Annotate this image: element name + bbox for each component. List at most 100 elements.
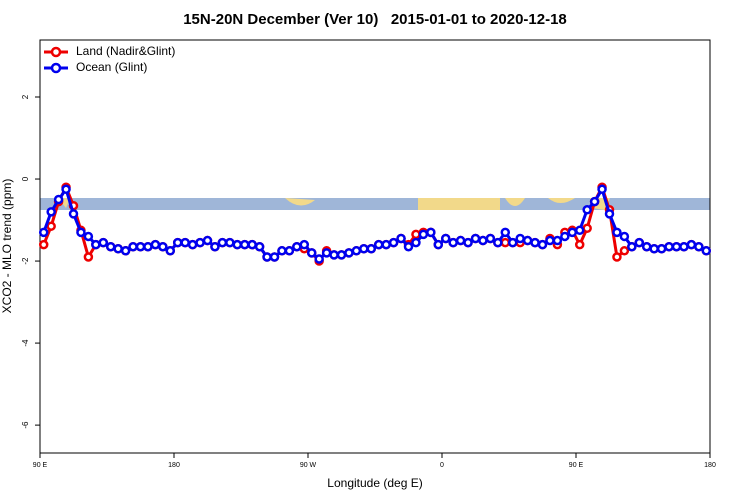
- point: [448, 237, 458, 248]
- point: [403, 241, 414, 252]
- point: [113, 244, 123, 254]
- y-tick-label: 0: [21, 176, 30, 181]
- point: [83, 231, 94, 242]
- point: [373, 239, 384, 250]
- point: [627, 241, 637, 252]
- point: [470, 233, 481, 244]
- point: [68, 209, 79, 219]
- point: [321, 248, 332, 258]
- point: [366, 244, 377, 254]
- point: [351, 246, 362, 256]
- point: [381, 239, 391, 250]
- y-tick-label: -6: [21, 421, 30, 429]
- point: [172, 237, 183, 248]
- point: [679, 241, 689, 252]
- point: [619, 246, 630, 256]
- point: [686, 239, 697, 250]
- point: [604, 209, 615, 219]
- point: [619, 231, 630, 242]
- point: [76, 227, 86, 238]
- point: [105, 241, 116, 252]
- point: [537, 239, 548, 250]
- point: [232, 239, 243, 250]
- point: [567, 227, 578, 238]
- point: [545, 235, 555, 246]
- point: [694, 241, 704, 252]
- point: [306, 248, 317, 258]
- point: [299, 239, 310, 250]
- point: [187, 239, 198, 250]
- point: [664, 241, 674, 252]
- point: [46, 207, 56, 217]
- point: [426, 227, 436, 238]
- point: [195, 237, 205, 248]
- y-tick-label: -2: [21, 257, 30, 265]
- point: [612, 252, 622, 262]
- point: [336, 250, 347, 260]
- point: [485, 233, 496, 244]
- point: [612, 227, 622, 238]
- point: [254, 241, 265, 252]
- point: [180, 237, 190, 248]
- point: [292, 241, 302, 252]
- point: [411, 237, 421, 248]
- point: [560, 231, 570, 242]
- point: [165, 246, 176, 256]
- point: [158, 241, 168, 252]
- point: [38, 239, 49, 250]
- point: [83, 252, 94, 262]
- point: [463, 237, 473, 248]
- point: [120, 246, 131, 256]
- y-tick-label: -4: [21, 339, 30, 347]
- point: [225, 237, 235, 248]
- point: [493, 237, 503, 248]
- x-tick-label: 90 E: [33, 462, 48, 469]
- point: [641, 241, 652, 252]
- point: [239, 239, 250, 250]
- point: [500, 227, 511, 238]
- legend-label: Land (Nadir&Glint): [76, 44, 175, 58]
- y-axis-title: XCO2 - MLO trend (ppm): [0, 179, 14, 314]
- legend-label: Ocean (Glint): [76, 60, 147, 74]
- point: [277, 246, 287, 256]
- point: [418, 229, 429, 240]
- point: [217, 237, 228, 248]
- x-axis-title: Longitude (deg E): [327, 476, 422, 490]
- point: [649, 244, 659, 254]
- point: [656, 244, 667, 254]
- point: [135, 241, 146, 252]
- point: [38, 227, 49, 238]
- point: [143, 241, 153, 252]
- point: [61, 184, 71, 195]
- map-strip: [40, 198, 710, 210]
- point: [53, 194, 64, 205]
- point: [515, 233, 525, 244]
- point: [671, 241, 682, 252]
- point: [582, 205, 592, 215]
- point: [98, 237, 109, 248]
- point: [552, 235, 563, 246]
- point: [701, 246, 712, 256]
- x-tick-label: 90 E: [569, 462, 584, 469]
- point: [634, 237, 645, 248]
- point: [411, 229, 421, 240]
- point: [574, 225, 585, 236]
- y-tick-label: 2: [21, 94, 30, 99]
- x-tick-label: 0: [440, 462, 444, 469]
- point: [284, 246, 295, 256]
- point: [344, 248, 354, 258]
- point: [388, 237, 399, 248]
- point: [589, 196, 600, 207]
- point: [433, 239, 444, 250]
- point: [478, 235, 488, 246]
- point: [210, 241, 220, 252]
- point: [247, 239, 257, 250]
- point: [314, 254, 324, 264]
- x-tick-label: 180: [168, 462, 180, 469]
- legend-marker: [50, 46, 62, 58]
- point: [597, 184, 607, 195]
- point: [46, 221, 56, 231]
- x-tick-label: 90 W: [300, 462, 317, 469]
- x-tick-label: 180: [704, 462, 716, 469]
